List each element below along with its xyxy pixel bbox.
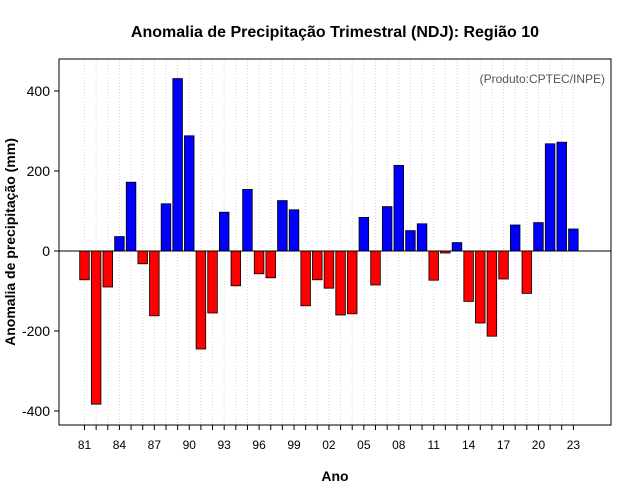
bar-99 bbox=[288, 209, 300, 252]
bar-88 bbox=[160, 203, 172, 252]
bar-06 bbox=[370, 250, 381, 286]
y-tick-label: 400 bbox=[27, 83, 51, 99]
x-tick-label: 08 bbox=[392, 438, 406, 452]
y-tick-label: 200 bbox=[27, 163, 51, 179]
x-tick-label: 81 bbox=[78, 438, 92, 452]
y-axis: -400 -200 0 200 400 bbox=[22, 83, 59, 419]
x-axis: 81 84 87 90 93 96 99 02 05 08 11 14 17 20 23 bbox=[78, 425, 581, 452]
grid-lines bbox=[84, 59, 574, 425]
bar-81 bbox=[79, 250, 90, 281]
bar-23 bbox=[568, 228, 579, 252]
bar-18 bbox=[509, 224, 521, 252]
bar-85 bbox=[125, 181, 137, 252]
x-tick-label: 11 bbox=[427, 438, 440, 452]
bar-98 bbox=[277, 200, 288, 252]
bar-97 bbox=[265, 250, 276, 279]
chart-title: Anomalia de Precipitação Trimestral (NDJ… bbox=[131, 24, 539, 41]
bar-02 bbox=[323, 250, 335, 289]
annotation-text: (Produto:CPTEC/INPE) bbox=[480, 72, 605, 86]
x-tick-label: 17 bbox=[497, 438, 511, 452]
x-tick-label: 84 bbox=[113, 438, 127, 452]
x-tick-label: 05 bbox=[357, 438, 371, 452]
bar-95 bbox=[242, 188, 253, 252]
bar-08 bbox=[393, 164, 404, 252]
x-tick-label: 90 bbox=[183, 438, 197, 452]
bar-03 bbox=[335, 250, 346, 316]
bar-09 bbox=[405, 230, 416, 252]
bar-01 bbox=[312, 250, 323, 281]
bar-10 bbox=[416, 223, 428, 252]
x-tick-label: 23 bbox=[567, 438, 581, 452]
bar-20 bbox=[533, 222, 544, 252]
x-tick-label: 87 bbox=[148, 438, 162, 452]
bar-89 bbox=[172, 78, 183, 252]
y-tick-label: -400 bbox=[22, 403, 50, 419]
bar-22 bbox=[556, 141, 567, 252]
bar-92 bbox=[207, 250, 218, 314]
bar-14 bbox=[463, 250, 474, 302]
x-tick-label: 96 bbox=[252, 438, 266, 452]
bar-05 bbox=[358, 216, 370, 252]
bar-96 bbox=[253, 250, 265, 275]
bar-21 bbox=[544, 143, 556, 252]
bar-84 bbox=[114, 236, 125, 252]
bar-93 bbox=[218, 211, 230, 252]
y-tick-label: -200 bbox=[22, 323, 50, 339]
bar-11 bbox=[428, 250, 439, 281]
bar-19 bbox=[521, 250, 533, 294]
bar-17 bbox=[498, 250, 509, 280]
bars bbox=[79, 78, 579, 405]
bar-13 bbox=[451, 242, 463, 252]
x-tick-label: 99 bbox=[287, 438, 301, 452]
y-tick-label: 0 bbox=[42, 243, 50, 259]
x-axis-label: Ano bbox=[321, 468, 348, 484]
bar-16 bbox=[486, 250, 498, 337]
plot-area bbox=[58, 58, 612, 426]
bar-83 bbox=[102, 250, 113, 288]
bar-15 bbox=[475, 250, 486, 324]
bar-94 bbox=[230, 250, 242, 287]
bar-91 bbox=[195, 250, 207, 350]
bar-87 bbox=[149, 250, 160, 317]
bar-00 bbox=[300, 250, 311, 307]
x-tick-label: 02 bbox=[322, 438, 336, 452]
bar-82 bbox=[90, 250, 102, 405]
bar-07 bbox=[381, 206, 393, 252]
bar-86 bbox=[137, 250, 148, 265]
y-axis-label: Anomalia de precipitação (mm) bbox=[2, 138, 18, 346]
bar-04 bbox=[347, 250, 358, 315]
bar-90 bbox=[184, 135, 195, 252]
x-tick-label: 93 bbox=[218, 438, 232, 452]
x-tick-label: 14 bbox=[462, 438, 476, 452]
x-tick-label: 20 bbox=[532, 438, 546, 452]
